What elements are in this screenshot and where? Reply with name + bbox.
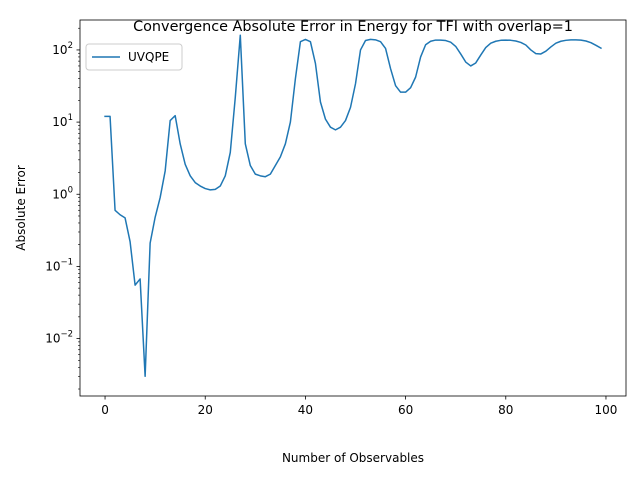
y-tick-label: 10−2 (45, 330, 73, 346)
y-tick-label: 100 (52, 185, 73, 201)
y-tick-label: 10−1 (45, 257, 73, 273)
y-tick-label: 101 (52, 113, 73, 129)
y-axis-label: Absolute Error (14, 165, 28, 251)
x-axis-label: Number of Observables (282, 451, 424, 465)
x-tick-label: 60 (398, 403, 413, 417)
series-line-uvqpe (104, 34, 602, 378)
x-tick-label: 40 (298, 403, 313, 417)
x-tick-label: 0 (101, 403, 109, 417)
x-tick-label: 100 (595, 403, 618, 417)
plot-background (80, 20, 626, 396)
plot-frame (79, 19, 627, 397)
legend: UVQPE (85, 43, 183, 71)
chart-title: Convergence Absolute Error in Energy for… (133, 19, 573, 35)
legend-box (85, 43, 183, 71)
legend-label: UVQPE (128, 50, 169, 64)
y-tick-label: 102 (52, 41, 73, 57)
x-tick-label: 20 (198, 403, 213, 417)
x-tick-label: 80 (498, 403, 513, 417)
